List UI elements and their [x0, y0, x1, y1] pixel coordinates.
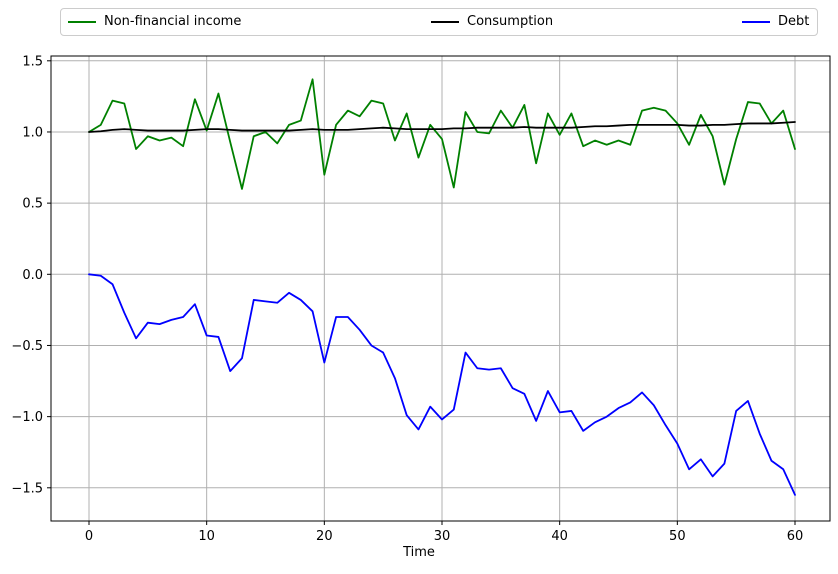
legend-item-1: Consumption	[431, 9, 553, 35]
y-tick-label: 1.5	[22, 54, 43, 69]
x-tick-label: 30	[434, 529, 451, 544]
legend-item-2: Debt	[742, 9, 809, 35]
legend-label: Consumption	[467, 14, 554, 29]
x-tick-label: 10	[198, 529, 215, 544]
x-tick-label: 60	[787, 529, 804, 544]
legend-swatch-icon	[68, 21, 96, 23]
x-tick-label: 50	[669, 529, 686, 544]
y-tick-label: −1.5	[11, 481, 43, 496]
legend-item-0: Non-financial income	[68, 9, 241, 35]
y-tick-label: 0.5	[22, 197, 43, 212]
series-line-1	[88, 121, 796, 133]
y-tick-label: −0.5	[11, 339, 43, 354]
legend-swatch-icon	[742, 21, 770, 23]
series-line-2	[88, 273, 796, 496]
x-tick-label: 40	[551, 529, 568, 544]
x-tick-label: 20	[316, 529, 333, 544]
legend-label: Non-financial income	[104, 14, 242, 29]
x-axis-title: Time	[403, 545, 435, 560]
plot-frame	[50, 55, 831, 522]
y-tick-label: 1.0	[22, 125, 43, 140]
y-tick-label: −1.0	[11, 410, 43, 425]
x-tick-label: 0	[85, 529, 93, 544]
legend-swatch-icon	[431, 21, 459, 23]
series-line-0	[88, 78, 796, 190]
chart-legend: Non-financial income Consumption Debt	[60, 8, 818, 36]
y-tick-label: 0.0	[22, 268, 43, 283]
legend-label: Debt	[778, 14, 810, 29]
